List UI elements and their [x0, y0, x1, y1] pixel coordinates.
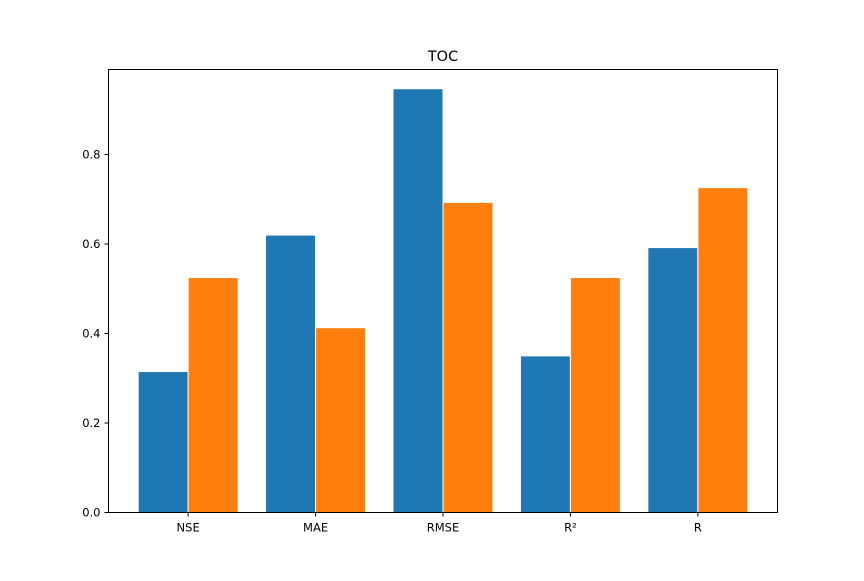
y-tick-label: 0.4: [82, 327, 100, 341]
x-tick-label: RMSE: [427, 521, 459, 535]
bar-r-series-2: [569, 277, 621, 513]
bar-r-series-2: [697, 187, 749, 513]
x-axis-ticks: NSE MAE RMSE R² R: [177, 512, 702, 535]
x-tick-label: MAE: [303, 521, 328, 535]
bar-rmse-series-2: [442, 201, 494, 513]
y-axis-ticks: 0.0 0.2 0.4 0.6 0.8: [82, 148, 109, 520]
x-tick-label: NSE: [177, 521, 200, 535]
bar-nse-series-2: [187, 277, 239, 513]
bar-mae-series-2: [315, 327, 367, 513]
x-tick-label: R²: [564, 521, 577, 535]
bar-nse-series-1: [137, 371, 189, 513]
bar-r-series-1: [647, 247, 699, 513]
bar-group: [137, 88, 749, 514]
y-tick-label: 0.6: [82, 237, 100, 251]
y-tick-label: 0.0: [82, 506, 100, 520]
chart-title: TOC: [427, 49, 458, 65]
y-tick-label: 0.2: [82, 416, 100, 430]
x-tick-label: R: [694, 521, 702, 535]
bar-mae-series-1: [265, 234, 317, 513]
plot-frame: [108, 69, 778, 513]
bar-rmse-series-1: [392, 88, 444, 514]
y-tick-label: 0.8: [82, 148, 100, 162]
bar-r-series-1: [519, 355, 571, 513]
